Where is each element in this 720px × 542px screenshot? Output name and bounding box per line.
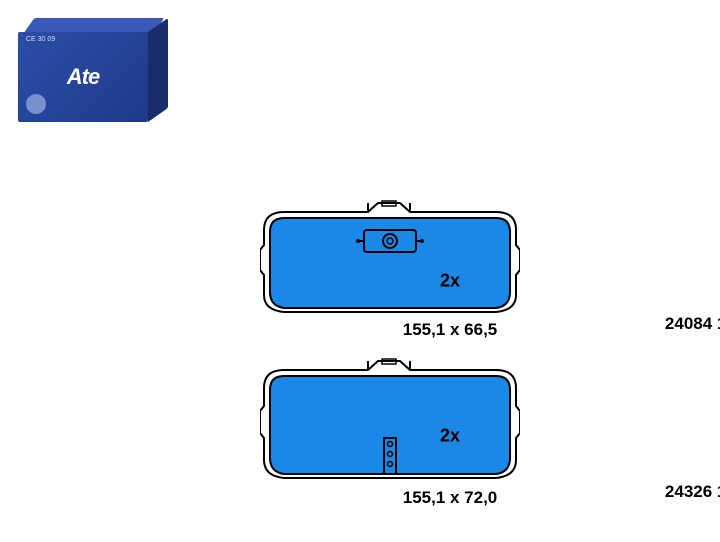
pad-bottom: 2x 24326 18,3 155,1 x 72,0 [260,358,640,508]
center-slot-icon [384,438,396,474]
sensor-icon [356,230,424,252]
qty-label-top: 2x [440,271,460,292]
stamp-icon [26,94,46,114]
brand-logo: Ate [67,64,99,90]
brake-pad-diagram: 2x 24084 19,3 155,1 x 66,5 2x 24326 18,3… [260,200,640,530]
dimension-top: 155,1 x 66,5 [260,320,640,340]
product-box: CE 30 09 Ate [18,18,176,128]
dimension-bottom: 155,1 x 72,0 [260,488,640,508]
part-number-top: 24084 19,3 [665,314,720,334]
pad-top-svg [260,200,520,316]
box-label: CE 30 09 [26,36,55,43]
pad-top: 2x 24084 19,3 155,1 x 66,5 [260,200,640,340]
qty-label-bottom: 2x [440,426,460,447]
pad-bottom-svg [260,358,520,484]
part-number-bottom: 24326 18,3 [665,482,720,502]
